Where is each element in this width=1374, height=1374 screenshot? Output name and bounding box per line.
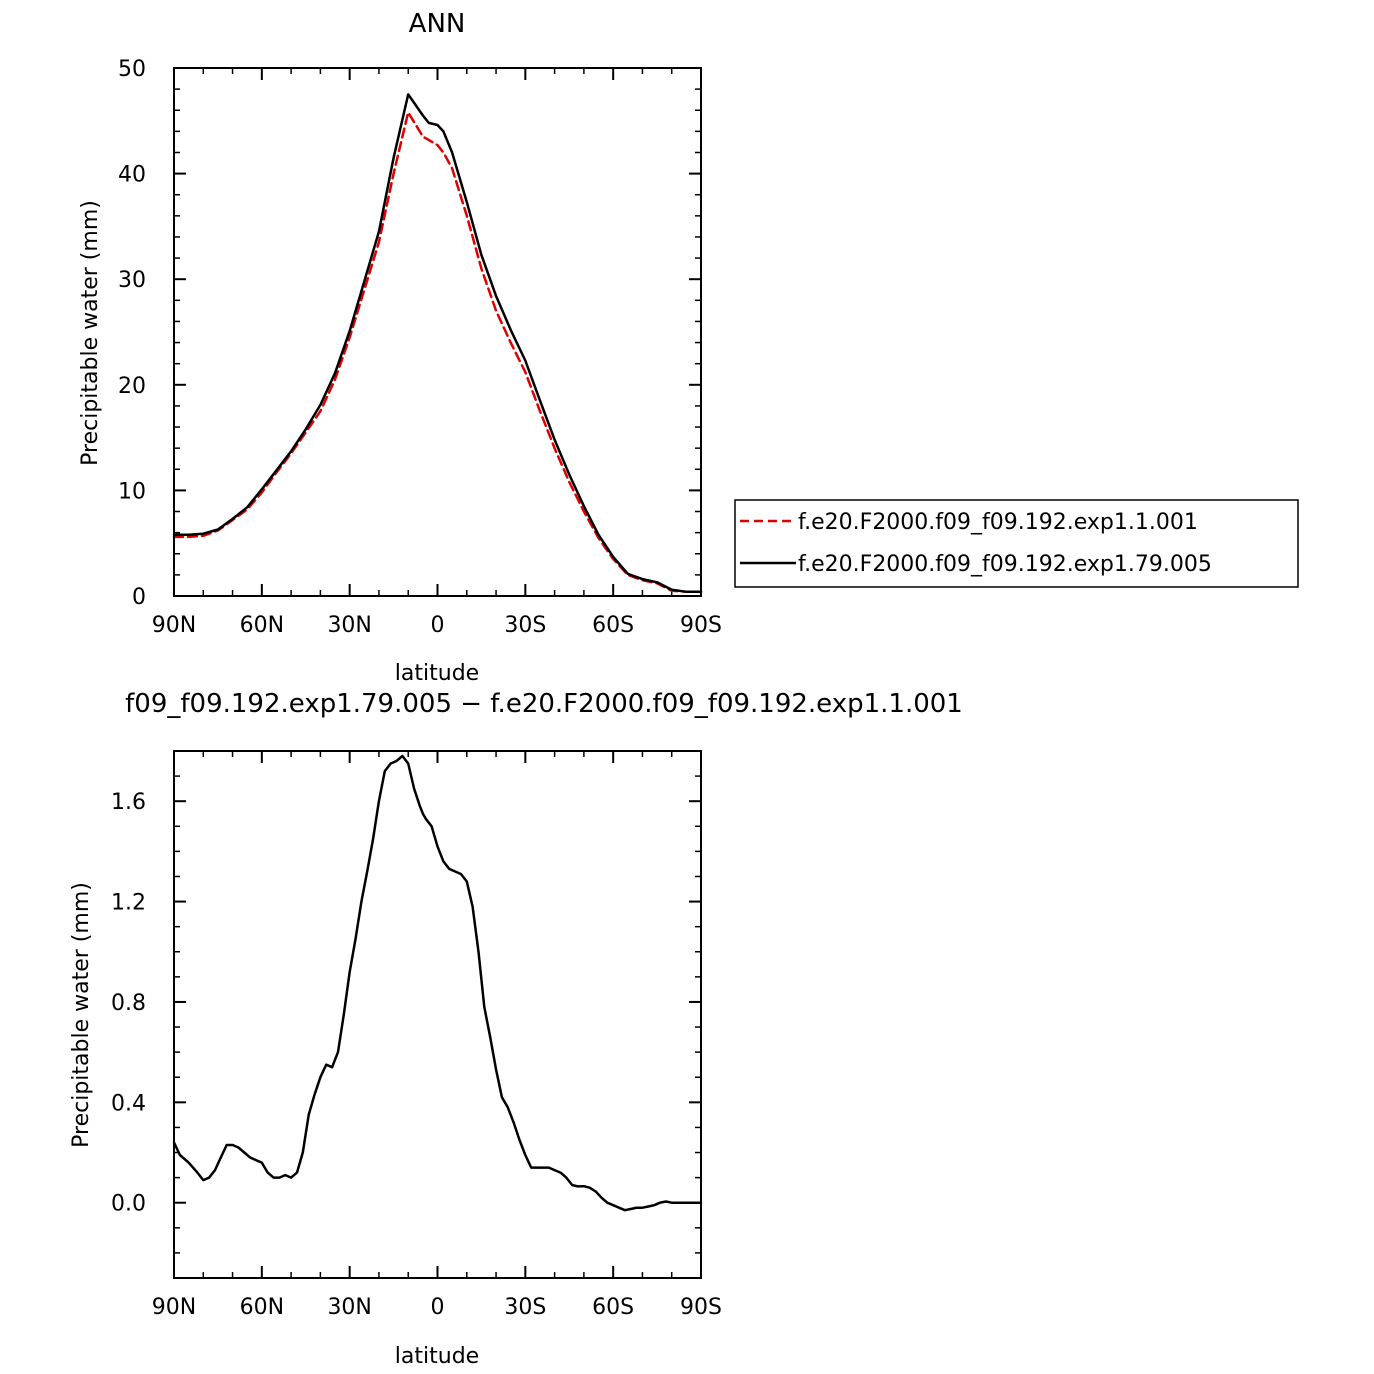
top-x-tick-label: 0 xyxy=(431,613,445,638)
top-series-line-2 xyxy=(172,93,703,594)
top-y-tick-label: 20 xyxy=(118,374,146,399)
bottom-x-tick-label: 30S xyxy=(504,1295,546,1320)
legend: f.e20.F2000.f09_f09.192.exp1.1.001 f.e20… xyxy=(734,499,1299,588)
top-y-tick-label: 10 xyxy=(118,479,146,504)
legend-label-series-2: f.e20.F2000.f09_f09.192.exp1.79.005 xyxy=(798,552,1212,577)
top-series-group xyxy=(172,93,703,594)
bottom-chart-title: f09_f09.192.exp1.79.005 − f.e20.F2000.f0… xyxy=(125,689,963,719)
top-y-tick-label: 40 xyxy=(118,163,146,188)
bottom-plot-frame xyxy=(173,750,702,1279)
legend-label-series-1: f.e20.F2000.f09_f09.192.exp1.1.001 xyxy=(798,510,1198,535)
top-plot-frame xyxy=(173,67,702,597)
bottom-y-tick-label: 0.8 xyxy=(111,991,146,1016)
bottom-x-tick-label: 60N xyxy=(240,1295,284,1320)
bottom-y-tick-label: 1.6 xyxy=(111,790,146,815)
top-y-tick-label: 30 xyxy=(118,268,146,293)
bottom-y-tick-label: 1.2 xyxy=(111,891,146,916)
bottom-axes: 90N 60N 30N 0 30S 60S 90S 0.0 0.4 0.8 1.2 1.6 xyxy=(111,750,722,1320)
top-series-line-1 xyxy=(172,111,703,594)
top-panel: ANN Precipitable water (mm) latitude 90N… xyxy=(78,9,1299,686)
top-y-axis-label: Precipitable water (mm) xyxy=(78,200,103,466)
bottom-x-tick-label: 30N xyxy=(327,1295,371,1320)
bottom-x-tick-label: 60S xyxy=(592,1295,634,1320)
top-y-tick-label: 0 xyxy=(132,585,146,610)
bottom-series-group xyxy=(172,754,703,1212)
top-x-tick-label: 90N xyxy=(152,613,196,638)
top-x-tick-label: 60S xyxy=(592,613,634,638)
bottom-x-tick-label: 90S xyxy=(680,1295,722,1320)
top-axes: 90N 60N 30N 0 30S 60S 90S 0 10 20 30 40 50 xyxy=(118,57,722,638)
bottom-y-tick-label: 0.4 xyxy=(111,1091,146,1116)
top-x-tick-label: 90S xyxy=(680,613,722,638)
bottom-x-tick-label: 90N xyxy=(152,1295,196,1320)
top-x-tick-label: 30N xyxy=(327,613,371,638)
bottom-panel: f09_f09.192.exp1.79.005 − f.e20.F2000.f0… xyxy=(69,689,963,1369)
top-x-axis-label: latitude xyxy=(395,661,479,686)
top-x-tick-label: 60N xyxy=(240,613,284,638)
top-chart-title: ANN xyxy=(409,9,466,39)
bottom-x-axis-label: latitude xyxy=(395,1344,479,1369)
bottom-x-tick-label: 0 xyxy=(431,1295,445,1320)
bottom-y-axis-label: Precipitable water (mm) xyxy=(69,882,94,1148)
top-y-tick-label: 50 xyxy=(118,57,146,82)
legend-box xyxy=(734,499,1299,588)
bottom-y-tick-label: 0.0 xyxy=(111,1192,146,1217)
top-x-tick-label: 30S xyxy=(504,613,546,638)
bottom-series-line-1 xyxy=(172,754,703,1212)
